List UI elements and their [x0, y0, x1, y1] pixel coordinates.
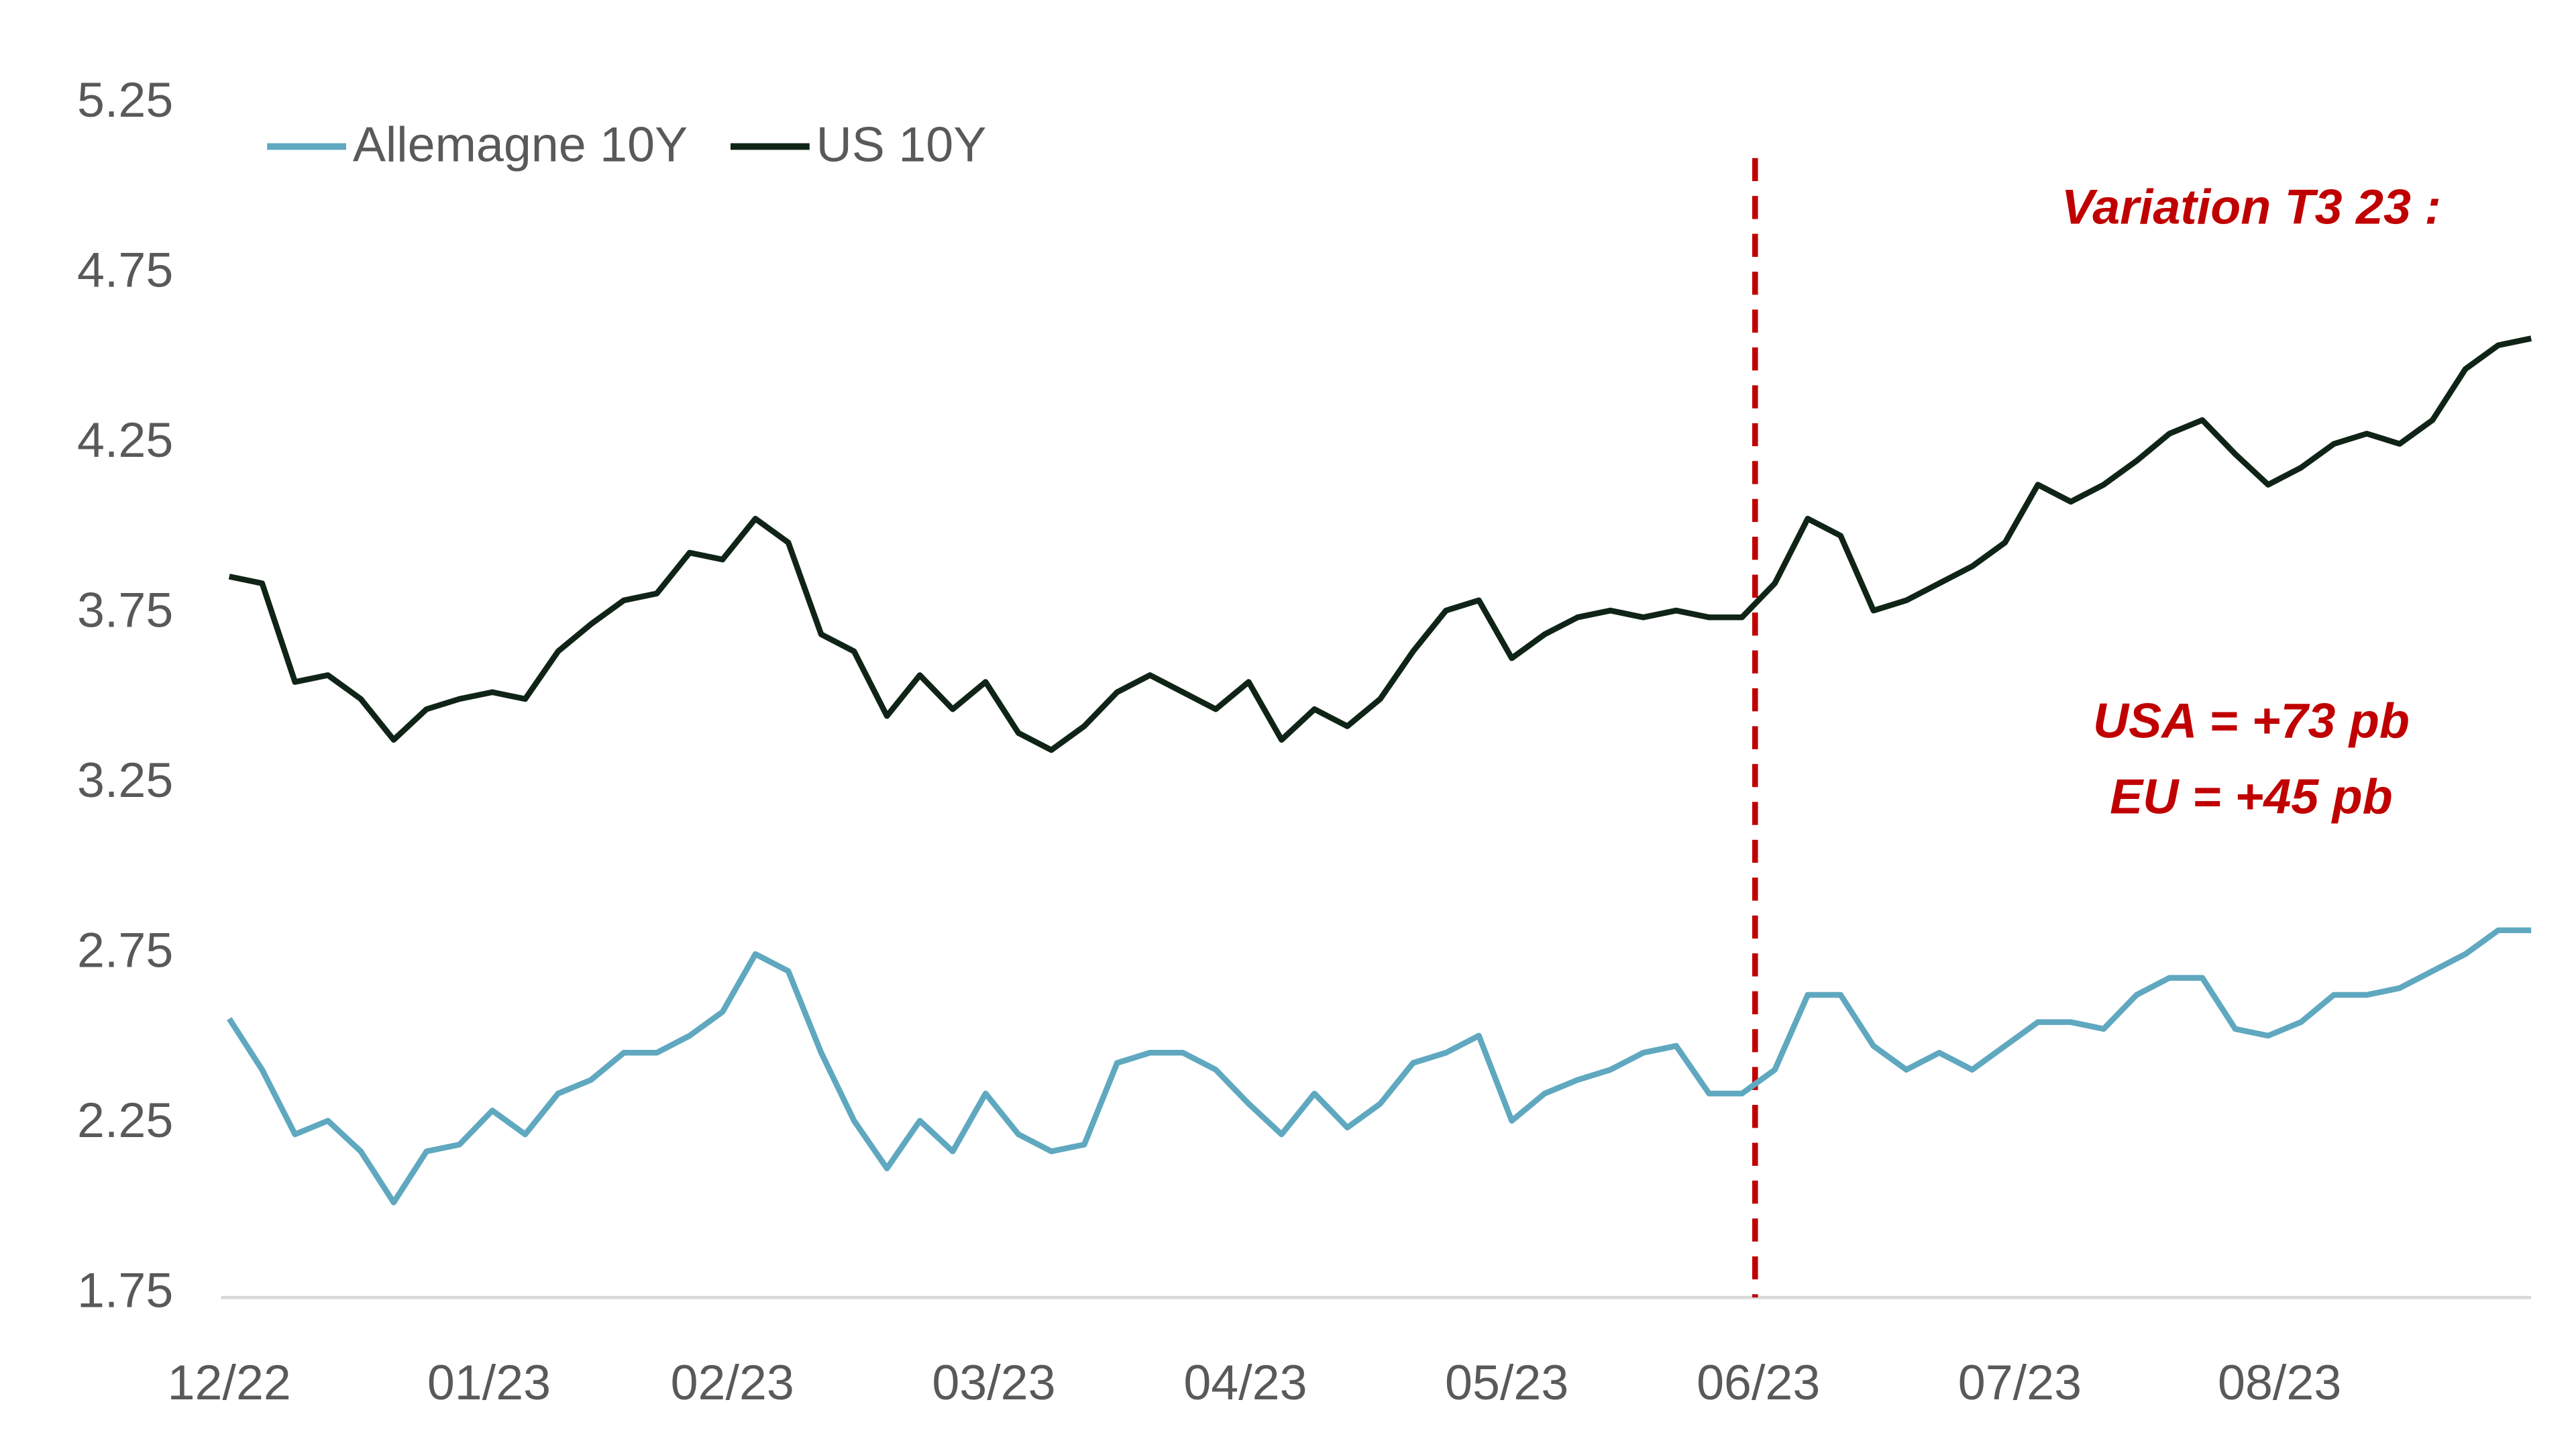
- y-tick-label: 3.25: [77, 752, 173, 808]
- x-tick-label: 03/23: [932, 1354, 1055, 1410]
- y-tick-label: 1.75: [77, 1263, 173, 1318]
- x-tick-label: 02/23: [671, 1354, 794, 1410]
- legend-label: Allemagne 10Y: [353, 116, 688, 172]
- annotation: Variation T3 23 :: [2061, 179, 2441, 235]
- legend-label: US 10Y: [816, 116, 987, 172]
- x-tick-label: 12/22: [168, 1354, 291, 1410]
- y-tick-label: 4.75: [77, 242, 173, 298]
- y-tick-label: 3.75: [77, 582, 173, 638]
- y-tick-label: 2.75: [77, 922, 173, 978]
- y-tick-label: 5.25: [77, 72, 173, 127]
- x-tick-label: 04/23: [1183, 1354, 1307, 1410]
- y-tick-label: 4.25: [77, 412, 173, 468]
- series-line: [228, 335, 2532, 753]
- x-tick-label: 07/23: [1958, 1354, 2082, 1410]
- series-line: [227, 927, 2532, 1205]
- x-tick-label: 01/23: [427, 1354, 551, 1410]
- annotation: USA = +73 pb: [2093, 692, 2410, 748]
- y-tick-label: 2.25: [77, 1092, 173, 1148]
- x-tick-label: 05/23: [1445, 1354, 1568, 1410]
- x-tick-label: 06/23: [1697, 1354, 1820, 1410]
- annotation: EU = +45 pb: [2110, 768, 2392, 824]
- x-tick-label: 08/23: [2218, 1354, 2341, 1410]
